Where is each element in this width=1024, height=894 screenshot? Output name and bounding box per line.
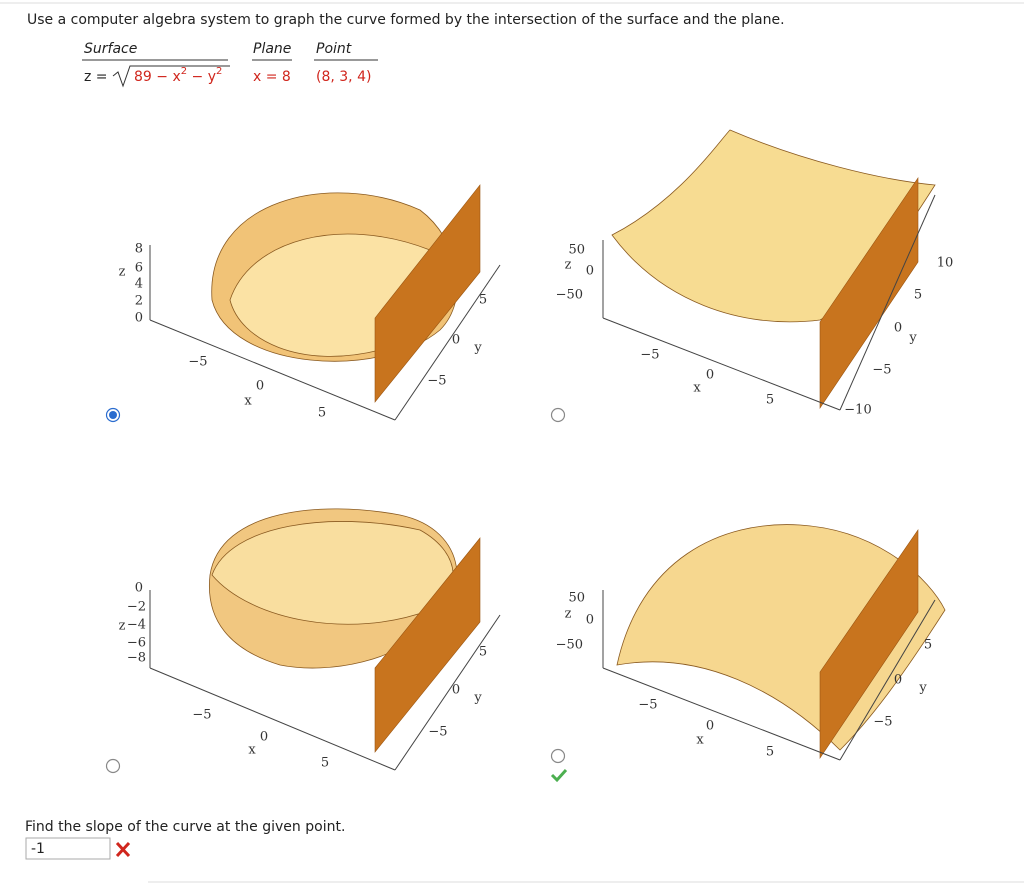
z-label: z [119,265,126,280]
x-tick-label: −5 [640,348,659,363]
x-tick-label: 5 [321,756,329,771]
z-tick-label: 0 [586,613,594,628]
y-axis [839,194,936,411]
radicand-part: − y [187,69,216,85]
plot-option: 8 64 2 0 z −5 0 5 x −5 0 5 y [105,184,501,423]
surface-radicand: 89 − x2 − y2 [134,66,222,85]
x-label: x [696,733,704,748]
y-tick-label: 5 [924,638,932,653]
point: (8, 3, 4) [316,69,371,85]
radicand-part: 89 − x [134,69,181,85]
y-tick-label: 5 [914,288,922,303]
x-tick-label: −5 [188,355,207,370]
prompt: Find the slope of the curve at the given… [25,819,345,835]
z-tick-label: 0 [135,311,143,326]
x-tick-label: 5 [766,393,774,408]
x-label: x [248,743,256,758]
y-label: y [908,331,917,346]
y-tick-label: −10 [844,403,871,418]
z-tick-label: 6 [135,261,143,276]
y-tick-label: 10 [937,256,954,271]
radio-dot [109,411,117,419]
radio-button[interactable] [105,758,121,774]
z-tick-label: 0 [135,581,143,596]
plane: x = 8 [253,69,291,85]
header-surface: Surface [84,41,137,57]
y-axis [394,614,501,771]
answer-input[interactable] [25,837,111,860]
plane [374,537,481,753]
y-tick-label: −5 [872,363,891,378]
answer-value: -1 [31,841,45,857]
z-tick-label: 50 [568,243,585,258]
y-tick-label: −5 [427,374,446,389]
x-axis [149,667,396,771]
z-tick-label: 2 [135,294,143,309]
wrong-icon [115,841,131,858]
z-tick-label: 0 [586,264,594,279]
z-tick-label: 4 [135,277,143,292]
y-axis [839,599,936,761]
options: 86420z−505x−505y500−50z−505x−10−50510y0−… [105,129,954,783]
plane [819,177,919,409]
correct-icon [550,768,568,783]
z-tick-label: −50 [556,288,583,303]
z-tick-label: −2 [127,600,146,615]
x-tick-label: −5 [192,708,211,723]
y-label: y [473,691,482,706]
z-tick-label: −6 [127,636,146,651]
z-tick-label: 50 [568,591,585,606]
sqrt-sign [112,65,230,88]
plot-option: 0 −2 −4 −6−8 z −5 0 5 x −5 0 5 y [105,508,501,774]
header-point: Point [316,41,352,57]
x-tick-label: 5 [318,406,326,421]
z-tick-label: −8 [127,651,146,666]
y-label: y [473,341,482,356]
x-tick-label: −5 [638,698,657,713]
x-tick-label: 0 [260,730,268,745]
x-label: x [244,394,252,409]
x-tick-label: 0 [256,379,264,394]
z-tick-label: −50 [556,638,583,653]
z-tick-label: 8 [135,242,143,257]
x-tick-label: 0 [706,719,714,734]
radicand-exp: 2 [181,66,187,77]
y-tick-label: 0 [894,321,902,336]
y-tick-label: 0 [452,683,460,698]
y-tick-label: 5 [479,293,487,308]
y-tick-label: −5 [873,715,892,730]
z-tick-label: −4 [127,618,146,633]
y-tick-label: 0 [894,673,902,688]
z-label: z [119,619,126,634]
x-tick-label: 0 [706,368,714,383]
x-axis [149,319,396,421]
radio-button[interactable] [550,407,566,423]
plane [374,184,481,403]
x-axis [602,667,841,761]
x-axis [602,317,841,411]
y-label: y [918,681,927,696]
y-tick-label: 0 [452,333,460,348]
z-label: z [565,258,572,273]
z-label: z [565,607,572,622]
y-tick-label: 5 [479,645,487,660]
radicand-exp: 2 [216,66,222,77]
header-plane: Plane [253,41,291,57]
x-tick-label: 5 [766,745,774,760]
radio-button[interactable] [550,748,566,764]
y-axis [394,264,501,421]
surface-prefix: z = [84,69,108,85]
x-label: x [693,381,701,396]
question: Use a computer algebra system to graph t… [27,12,785,28]
y-tick-label: −5 [428,725,447,740]
plane [819,529,919,759]
